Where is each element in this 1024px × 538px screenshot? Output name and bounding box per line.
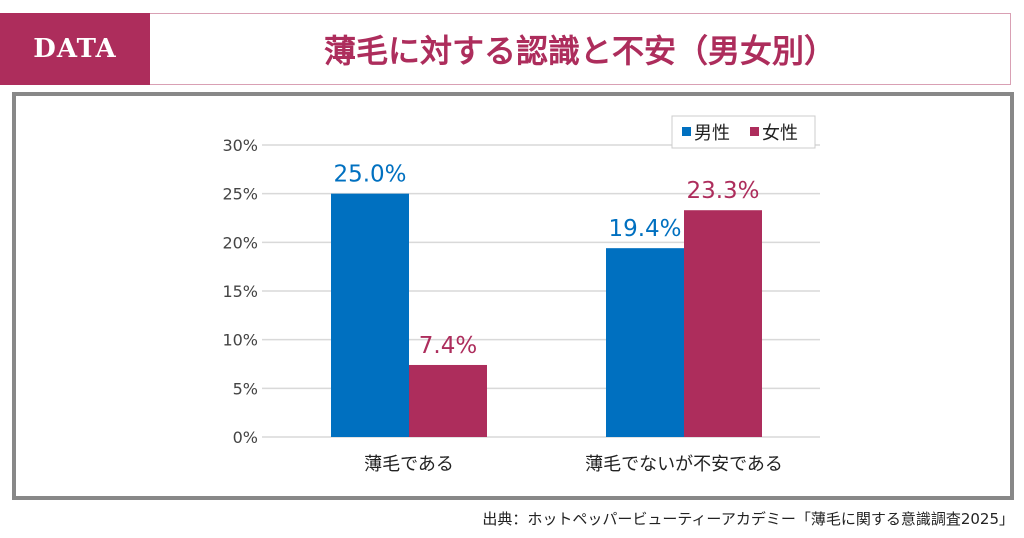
- chart-frame: [12, 92, 1014, 500]
- data-label: 25.0%: [333, 162, 406, 188]
- page-title: 薄毛に対する認識と不安（男女別）: [150, 13, 1011, 85]
- y-tick-label: 30%: [222, 136, 258, 155]
- y-tick-label: 25%: [222, 185, 258, 204]
- legend-swatch: [750, 127, 759, 136]
- y-tick-label: 5%: [233, 379, 258, 398]
- bar: [606, 248, 684, 437]
- bar: [331, 193, 409, 437]
- bar: [409, 364, 487, 437]
- data-tag: DATA: [0, 13, 150, 85]
- y-tick-label: 0%: [233, 428, 258, 447]
- legend: [671, 115, 816, 149]
- bar: [684, 210, 762, 437]
- y-tick-label: 20%: [222, 233, 258, 252]
- data-label: 7.4%: [419, 333, 477, 359]
- legend-label: 女性: [762, 123, 798, 144]
- legend-label: 男性: [694, 123, 730, 144]
- y-tick-label: 10%: [222, 331, 258, 350]
- y-tick-label: 15%: [222, 282, 258, 301]
- source-note: 出典：ホットペッパービューティーアカデミー「薄毛に関する意識調査2025」: [482, 510, 1014, 528]
- x-tick-label: 薄毛でないが不安である: [585, 454, 783, 475]
- data-label: 23.3%: [686, 178, 759, 204]
- x-tick-label: 薄毛である: [364, 454, 454, 475]
- data-label: 19.4%: [608, 216, 681, 242]
- legend-swatch: [682, 127, 691, 136]
